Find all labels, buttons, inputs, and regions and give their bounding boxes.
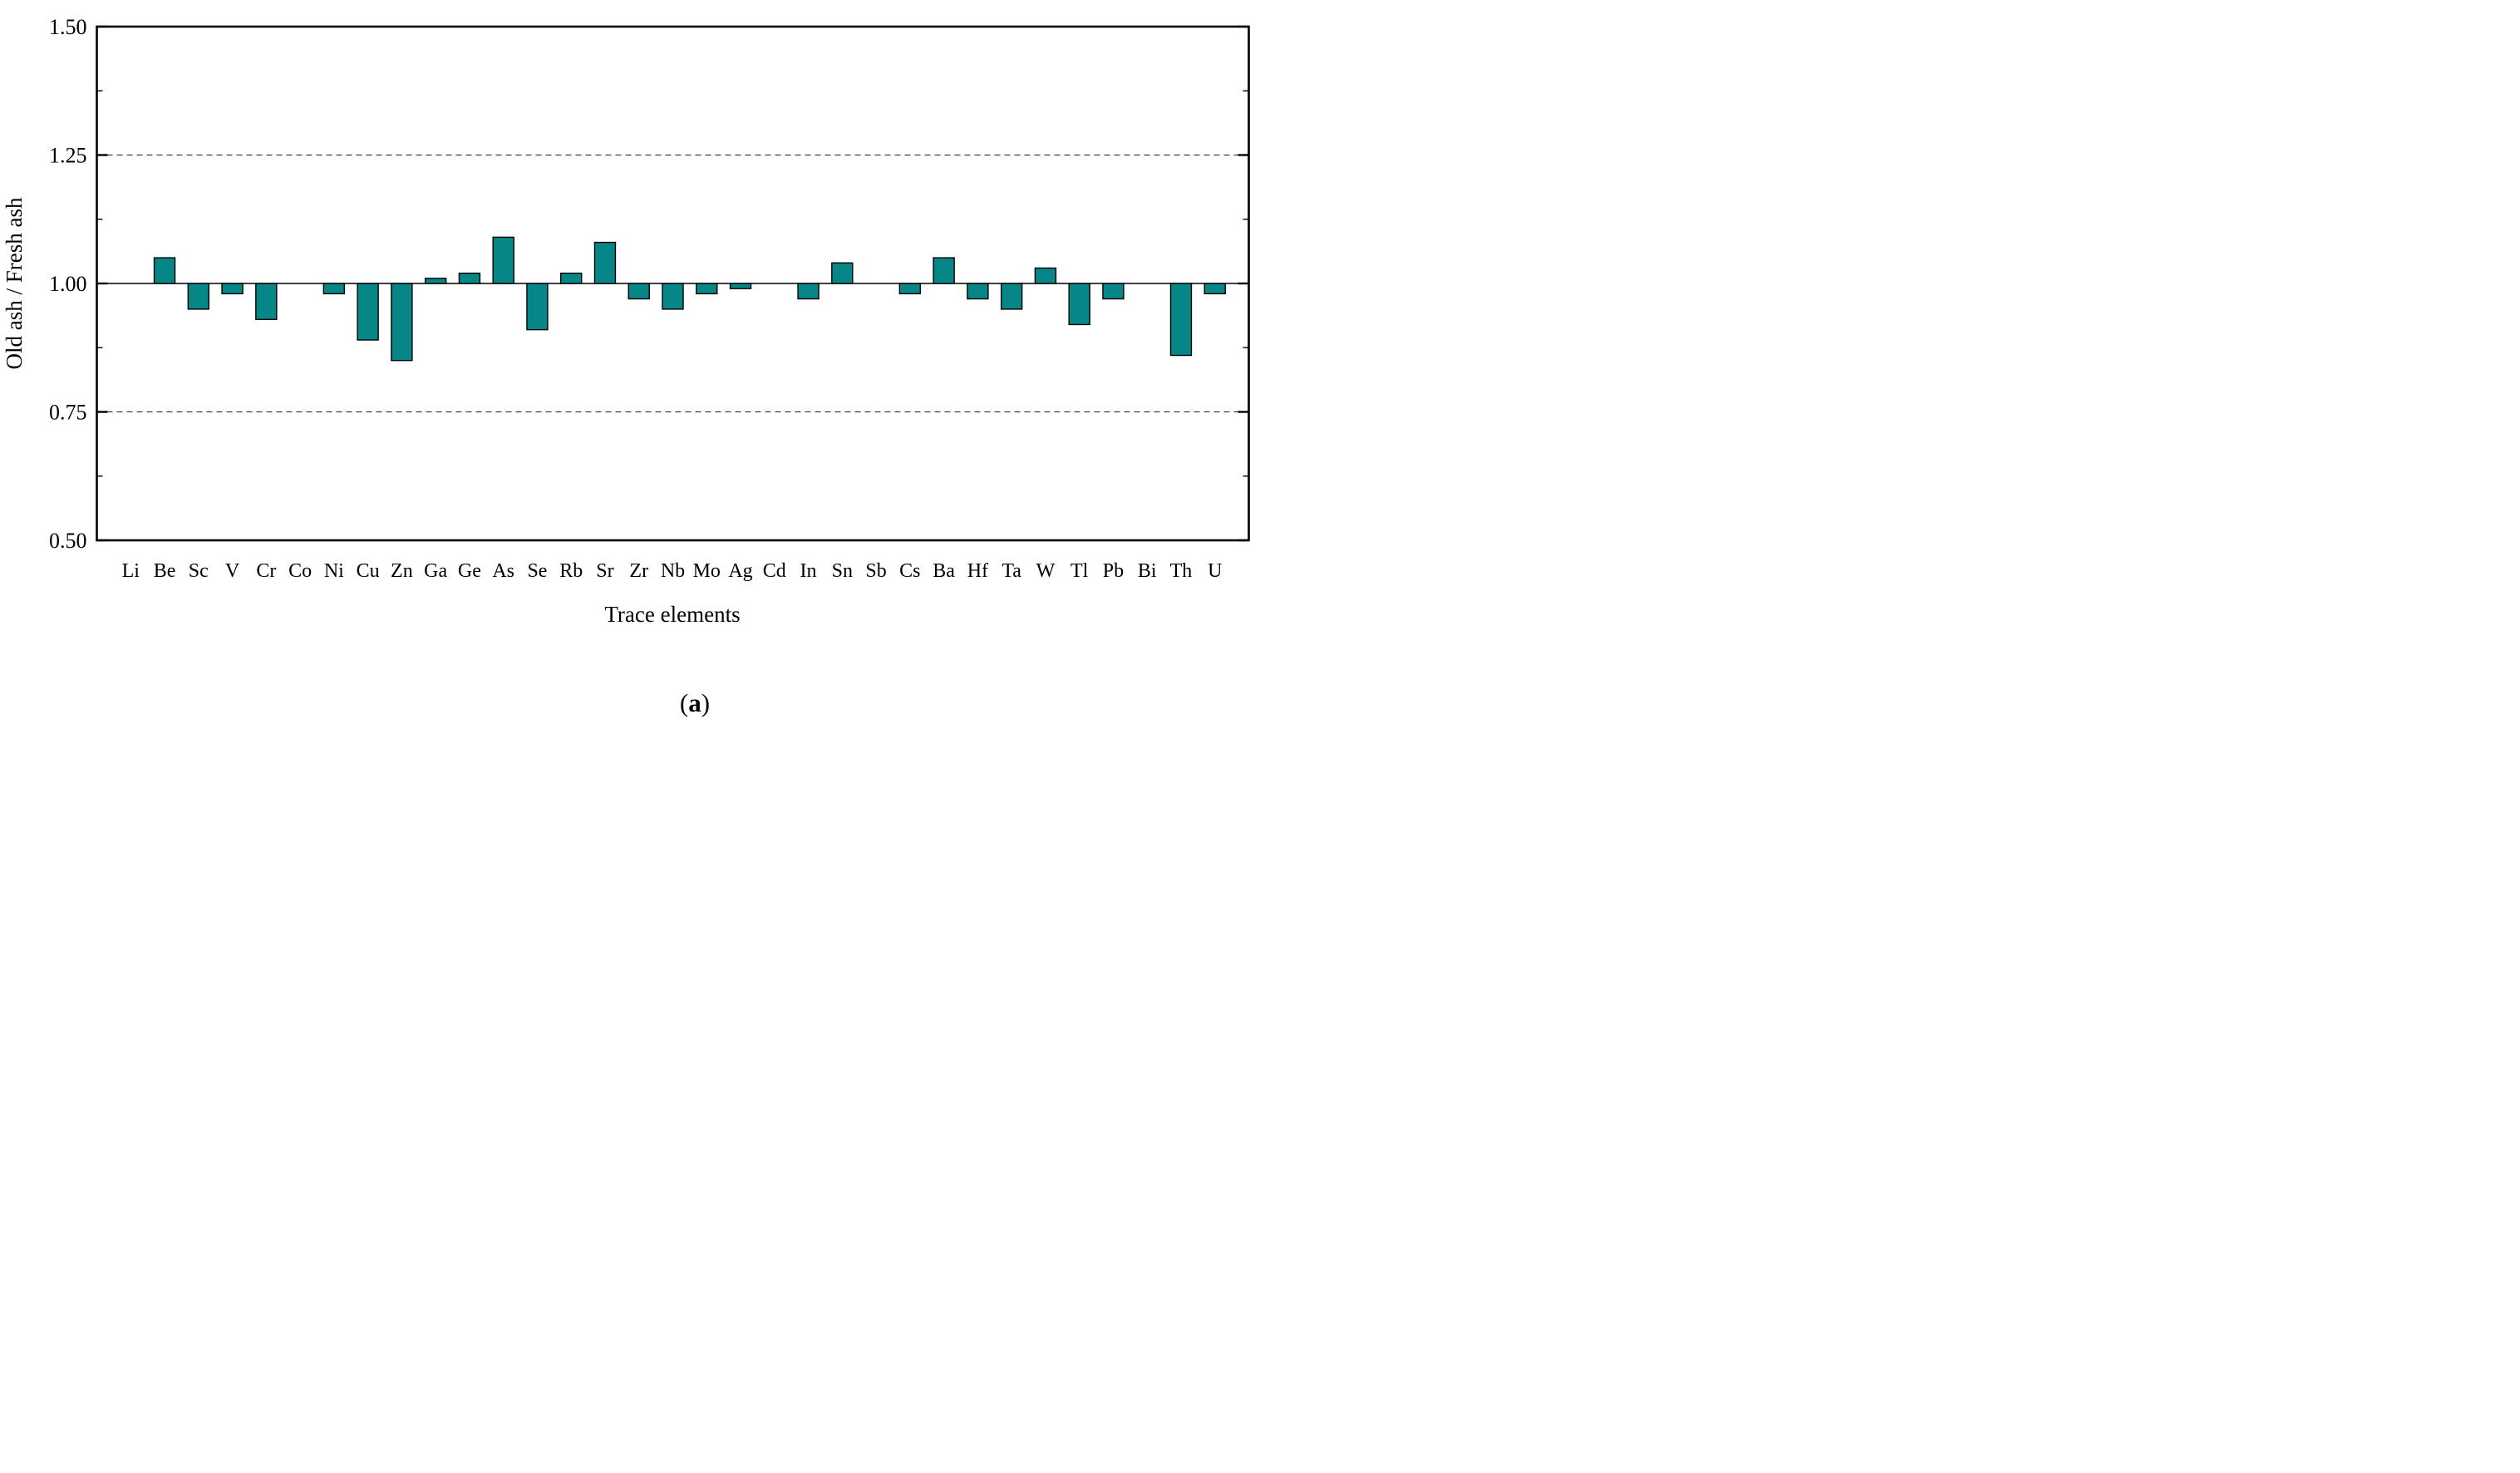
bar-Nb bbox=[662, 283, 684, 310]
x-tick-label-Pb: Pb bbox=[1103, 560, 1124, 582]
x-tick-label-Be: Be bbox=[154, 560, 176, 582]
bar-Pb bbox=[1102, 283, 1125, 300]
bar-Rb bbox=[560, 272, 583, 284]
bar-Cu bbox=[357, 283, 379, 341]
bar-Th bbox=[1169, 283, 1193, 357]
x-tick-label-Co: Co bbox=[288, 560, 312, 582]
x-tick-label-Se: Se bbox=[527, 560, 547, 582]
x-tick-label-In: In bbox=[800, 560, 817, 582]
x-tick-label-Li: Li bbox=[122, 560, 140, 582]
x-tick-label-Ba: Ba bbox=[933, 560, 955, 582]
subfigure-caption: (a) bbox=[680, 688, 710, 718]
y-tick-label-1.00: 1.00 bbox=[49, 272, 87, 296]
bar-In bbox=[797, 283, 819, 300]
bar-Zn bbox=[391, 283, 413, 362]
bar-W bbox=[1034, 267, 1057, 284]
x-tick-label-Sc: Sc bbox=[189, 560, 209, 582]
axes-group bbox=[96, 25, 1250, 542]
y-tick-label-0.75: 0.75 bbox=[49, 401, 87, 425]
bar-Se bbox=[526, 283, 549, 331]
x-tick-label-Sb: Sb bbox=[865, 560, 886, 582]
x-tick-label-Ni: Ni bbox=[324, 560, 344, 582]
y-tick-label-1.50: 1.50 bbox=[49, 15, 87, 39]
bar-Cs bbox=[898, 283, 922, 295]
bar-Zr bbox=[628, 283, 650, 300]
caption-paren-close: ) bbox=[701, 688, 711, 717]
bar-As bbox=[492, 236, 514, 284]
x-tick-label-Tl: Tl bbox=[1071, 560, 1089, 582]
x-tick-label-U: U bbox=[1208, 560, 1222, 582]
tick-labels-group: 0.50 0.75 1.00 1.25 1.50 Li Be Sc V Cr Co Ni Cu Zn Ga G… bbox=[49, 15, 1222, 582]
bar-V bbox=[221, 283, 244, 295]
bar-Mo bbox=[696, 283, 718, 295]
y-tick-label-1.25: 1.25 bbox=[49, 144, 87, 168]
x-tick-label-Bi: Bi bbox=[1138, 560, 1157, 582]
x-tick-label-Hf: Hf bbox=[967, 560, 988, 582]
bar-Cr bbox=[255, 283, 278, 320]
x-tick-label-Mo: Mo bbox=[693, 560, 721, 582]
x-tick-label-Th: Th bbox=[1170, 560, 1193, 582]
x-tick-label-As: As bbox=[492, 560, 514, 582]
y-axis-title: Old ash / Fresh ash bbox=[2, 197, 27, 369]
bar-Ni bbox=[322, 283, 346, 295]
x-tick-label-Rb: Rb bbox=[559, 560, 583, 582]
x-tick-label-Nb: Nb bbox=[661, 560, 685, 582]
x-tick-label-Cd: Cd bbox=[763, 560, 786, 582]
bar-Ta bbox=[1000, 283, 1023, 310]
bar-Sc bbox=[187, 283, 209, 310]
caption-letter: a bbox=[688, 688, 701, 717]
x-tick-label-V: V bbox=[225, 560, 240, 582]
bar-U bbox=[1203, 283, 1226, 295]
chart-svg: 0.50 0.75 1.00 1.25 1.50 Li Be Sc V Cr Co Ni Cu Zn Ga G… bbox=[2, 15, 1250, 627]
caption-paren-open: ( bbox=[679, 688, 689, 717]
bar-Hf bbox=[967, 283, 989, 300]
bars-group bbox=[153, 236, 1226, 362]
bar-Ba bbox=[933, 257, 955, 284]
x-tick-label-Cr: Cr bbox=[256, 560, 276, 582]
bar-Sn bbox=[831, 262, 854, 284]
bar-Be bbox=[153, 257, 176, 284]
x-tick-label-Zr: Zr bbox=[629, 560, 648, 582]
bar-Ga bbox=[424, 278, 447, 284]
bar-Ag bbox=[729, 283, 752, 289]
x-tick-label-Sr: Sr bbox=[596, 560, 613, 582]
x-axis-title: Trace elements bbox=[604, 602, 740, 627]
x-tick-label-Cu: Cu bbox=[357, 560, 380, 582]
x-tick-label-Ga: Ga bbox=[424, 560, 447, 582]
bar-Ge bbox=[458, 272, 481, 284]
bar-Sr bbox=[593, 241, 617, 284]
y-tick-label-0.50: 0.50 bbox=[49, 529, 87, 553]
bar-Tl bbox=[1068, 283, 1090, 326]
x-tick-label-Sn: Sn bbox=[832, 560, 853, 582]
x-tick-label-Ta: Ta bbox=[1002, 560, 1021, 582]
x-tick-label-Ag: Ag bbox=[728, 560, 752, 582]
figure-canvas: 0.50 0.75 1.00 1.25 1.50 Li Be Sc V Cr Co Ni Cu Zn Ga G… bbox=[0, 0, 1260, 736]
x-tick-label-Zn: Zn bbox=[391, 560, 413, 582]
x-tick-label-W: W bbox=[1036, 560, 1056, 582]
x-tick-label-Ge: Ge bbox=[458, 560, 481, 582]
x-tick-label-Cs: Cs bbox=[899, 560, 920, 582]
